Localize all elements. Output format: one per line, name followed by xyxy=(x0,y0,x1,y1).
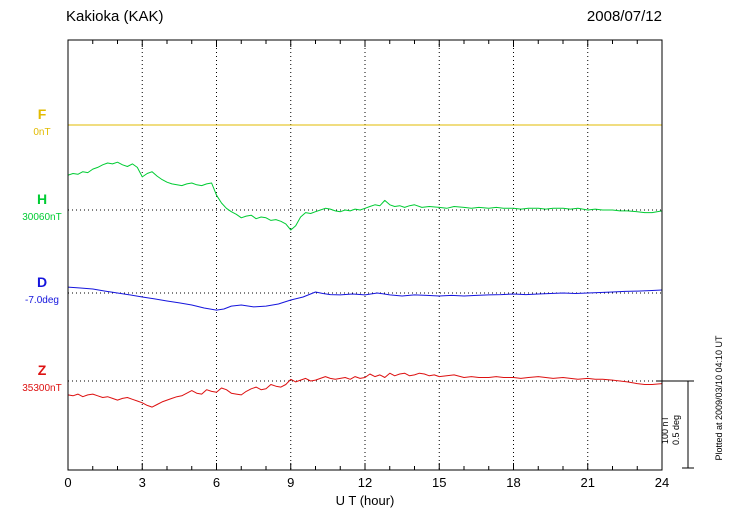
x-tick-label-6: 6 xyxy=(212,475,221,490)
trace-D xyxy=(67,286,663,311)
component-label-Z: Z xyxy=(37,362,47,378)
x-tick-label-0: 0 xyxy=(64,475,72,490)
component-baseline-H: 30060nT xyxy=(22,212,62,223)
x-tick-label-21: 21 xyxy=(580,475,595,490)
trace-Z xyxy=(67,372,663,408)
scalebar-nt-label: 100 nT xyxy=(660,415,670,445)
component-label-D: D xyxy=(36,274,48,290)
x-axis-tick-labels: 0 3 6 9 12 15 18 21 24 xyxy=(0,475,730,491)
date-label: 2008/07/12 xyxy=(586,8,662,25)
trace-H xyxy=(67,161,663,231)
x-tick-label-9: 9 xyxy=(287,475,295,490)
scalebar-labels: 100 nT 0.5 deg xyxy=(660,415,682,445)
component-label-F: F xyxy=(37,106,47,122)
x-tick-label-15: 15 xyxy=(432,475,447,490)
plotted-at-label: Plotted at 2009/03/10 04:10 UT xyxy=(714,335,724,461)
station-title: Kakioka (KAK) xyxy=(66,8,164,25)
scalebar-deg-label: 0.5 deg xyxy=(671,414,681,446)
component-baseline-D: -7.0deg xyxy=(25,295,59,306)
component-label-H: H xyxy=(36,191,48,207)
x-tick-label-18: 18 xyxy=(506,475,521,490)
x-axis-title: U T (hour) xyxy=(335,493,395,508)
plot-frame xyxy=(67,39,663,471)
x-tick-label-3: 3 xyxy=(138,475,146,490)
component-baseline-F: 0nT xyxy=(33,127,51,138)
x-tick-label-12: 12 xyxy=(357,475,373,490)
component-baseline-Z: 35300nT xyxy=(22,383,62,394)
x-tick-label-24: 24 xyxy=(654,475,670,490)
